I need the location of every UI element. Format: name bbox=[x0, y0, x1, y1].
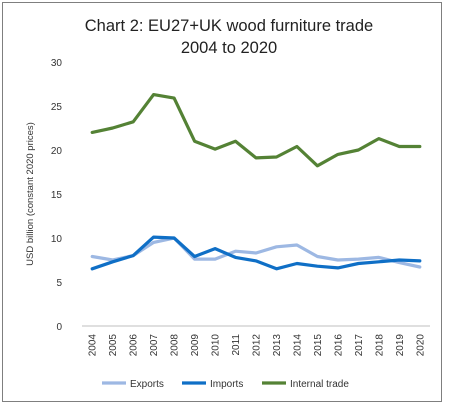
legend-label-internal-trade: Internal trade bbox=[290, 379, 349, 390]
y-tick-label: 20 bbox=[51, 146, 63, 157]
legend-label-exports: Exports bbox=[130, 379, 164, 390]
y-tick-labels: 0 5 10 15 20 25 30 bbox=[51, 58, 63, 333]
x-tick-label: 2015 bbox=[313, 334, 324, 357]
x-tick-label: 2016 bbox=[333, 334, 344, 357]
y-tick-label: 25 bbox=[51, 102, 63, 113]
y-tick-label: 30 bbox=[51, 58, 63, 69]
x-tick-label: 2020 bbox=[415, 334, 426, 357]
x-tick-label: 2007 bbox=[149, 334, 160, 357]
y-tick-label: 15 bbox=[51, 190, 63, 201]
y-tick-label: 0 bbox=[56, 322, 62, 333]
x-tick-label: 2012 bbox=[252, 334, 263, 357]
x-tick-labels: 2004 2005 2006 2007 2008 2009 2010 2011 2012 2013… bbox=[88, 334, 427, 357]
y-tick-label: 5 bbox=[56, 278, 62, 289]
x-tick-label: 2011 bbox=[231, 334, 242, 356]
x-tick-label: 2019 bbox=[395, 334, 406, 357]
x-tick-label: 2017 bbox=[354, 334, 365, 357]
legend: Exports Imports Internal trade bbox=[102, 379, 349, 390]
chart-subtitle: 2004 to 2020 bbox=[180, 39, 278, 57]
x-tick-label: 2005 bbox=[108, 334, 119, 357]
chart-title: Chart 2: EU27+UK wood furniture trade bbox=[84, 17, 374, 35]
legend-label-imports: Imports bbox=[210, 379, 243, 390]
x-tick-label: 2008 bbox=[170, 334, 181, 357]
x-tick-label: 2018 bbox=[374, 334, 385, 357]
series-line-imports bbox=[90, 235, 422, 271]
y-tick-label: 10 bbox=[51, 234, 63, 245]
series-lines bbox=[90, 92, 422, 271]
x-tick-label: 2009 bbox=[190, 334, 201, 357]
x-tick-label: 2004 bbox=[88, 334, 99, 357]
x-tick-label: 2013 bbox=[272, 334, 283, 357]
x-tick-label: 2006 bbox=[129, 334, 140, 357]
y-axis-label: USD billion (constant 2020 prices) bbox=[25, 122, 36, 266]
series-line-exports bbox=[90, 236, 422, 269]
series-line-internal-trade bbox=[90, 92, 422, 168]
x-tick-label: 2010 bbox=[211, 334, 222, 357]
x-tick-label: 2014 bbox=[292, 334, 303, 357]
chart-frame bbox=[2, 2, 442, 402]
